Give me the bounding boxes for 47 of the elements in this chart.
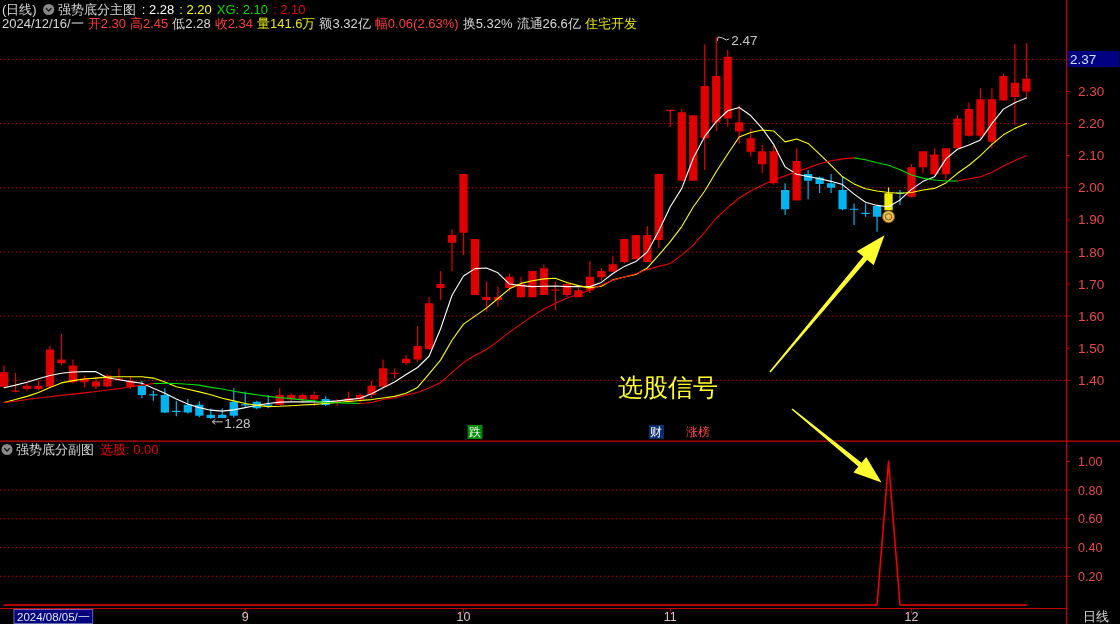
annotation: 幅0.06(2.63%) — [374, 16, 459, 31]
x-tick-label: 12 — [904, 609, 919, 624]
annotation: 跌 — [468, 425, 481, 439]
annotation: 选股: 0.00 — [100, 442, 159, 457]
y-tick-label: 2.10 — [1078, 148, 1105, 164]
annotation: 低2.28 — [172, 16, 211, 31]
annotation: : 2.10 — [273, 2, 306, 17]
y-tick-label: 1.40 — [1078, 372, 1105, 388]
chart-subtitle: 强势底分主图 — [57, 2, 136, 17]
chart-title: 强势底分副图 — [16, 442, 94, 457]
y-tick-label: 0.80 — [1078, 483, 1103, 498]
y-tick-label: 2.30 — [1078, 84, 1105, 100]
annotation: 流通26.6亿 — [516, 16, 581, 31]
text: 2.37 — [1070, 52, 1097, 67]
text: 日线 — [1083, 610, 1109, 624]
y-tick-label: 1.80 — [1078, 244, 1105, 260]
annotation: 2024/12/16/一 — [2, 16, 84, 31]
y-tick-label: 1.50 — [1078, 340, 1105, 356]
y-tick-label: 1.60 — [1078, 308, 1105, 324]
annotation: 2.47 — [731, 33, 758, 49]
annotation: 高2.45 — [130, 16, 169, 31]
annotation: 选股信号 — [618, 373, 718, 401]
annotation: 涨榜 — [685, 425, 710, 439]
annotation: 1.28 — [224, 415, 251, 431]
x-tick-label: 11 — [663, 609, 677, 624]
y-tick-label: 1.90 — [1078, 212, 1105, 228]
annotation: 换5.32% — [462, 16, 513, 31]
y-tick-label: 0.60 — [1078, 512, 1103, 527]
annotation: 住宅开发 — [583, 16, 637, 31]
annotation: : 2.28 — [141, 2, 175, 17]
annotation: 财 — [650, 425, 663, 439]
chart-title: (日线) — [2, 2, 37, 17]
annotation: 开2.30 — [87, 16, 126, 31]
y-tick-label: 1.70 — [1078, 276, 1105, 292]
x-tick-label: 10 — [456, 609, 471, 624]
annotation: XG: 2.10 — [216, 2, 269, 17]
x-tick-label: 9 — [241, 609, 249, 624]
y-tick-label: 0.20 — [1078, 569, 1103, 584]
text: 2024/08/05/一 — [17, 610, 90, 623]
y-tick-label: 2.20 — [1078, 116, 1105, 132]
y-tick-label: 1.00 — [1078, 454, 1103, 469]
y-tick-label: 2.00 — [1078, 180, 1105, 196]
annotation: 量141.6万 — [256, 16, 316, 31]
annotation: 收2.34 — [214, 16, 253, 31]
annotation: 额3.32亿 — [319, 16, 371, 31]
y-tick-label: 0.40 — [1078, 541, 1103, 556]
annotation: : 2.20 — [179, 2, 212, 17]
